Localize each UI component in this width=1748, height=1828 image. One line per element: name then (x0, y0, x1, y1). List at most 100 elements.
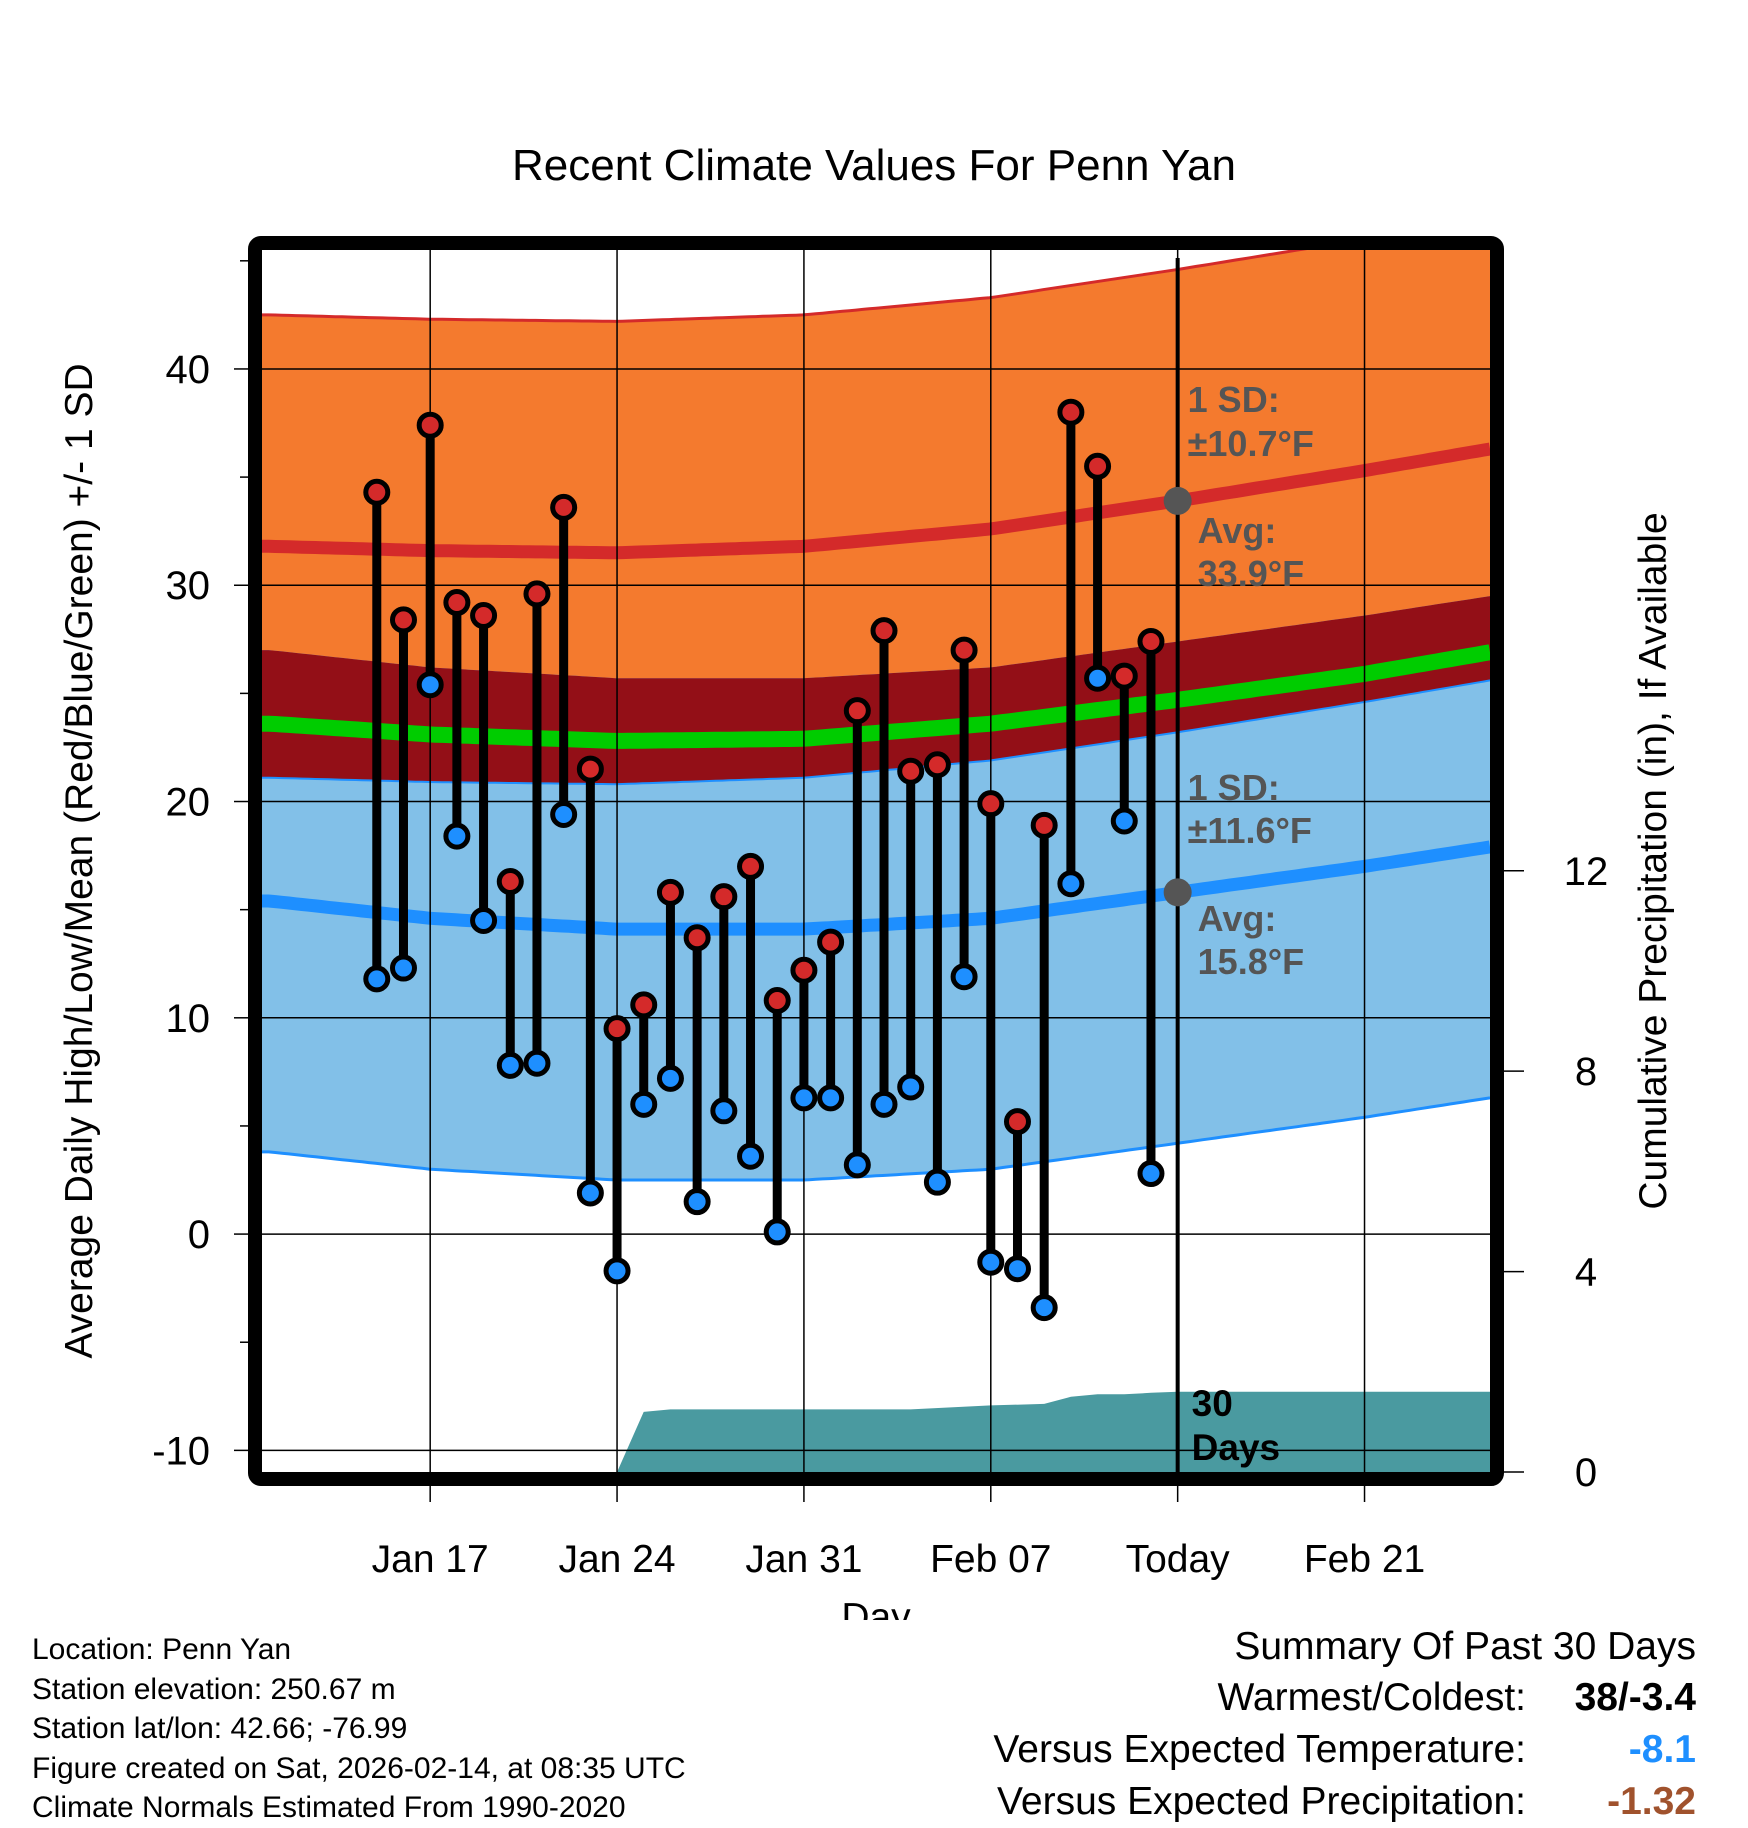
daily-low-point (1003, 1255, 1031, 1283)
daily-high-point (416, 411, 444, 439)
today-days-label-line2: Days (1192, 1427, 1280, 1468)
x-tick-label: Jan 24 (558, 1538, 675, 1581)
x-tick-label: Jan 17 (372, 1538, 489, 1581)
x-axis-label: Day (841, 1596, 911, 1620)
daily-high-point (389, 606, 417, 634)
low-avg-value: 15.8°F (1198, 941, 1304, 982)
summary-panel: Summary Of Past 30 Days Warmest/Coldest:… (796, 1622, 1696, 1828)
daily-low-point (870, 1090, 898, 1118)
daily-high-point (363, 478, 391, 506)
daily-low-point (790, 1084, 818, 1112)
today-low-avg-marker (1163, 878, 1192, 907)
daily-low-point (977, 1248, 1005, 1276)
daily-high-point (523, 580, 551, 608)
y-tick-label: 30 (166, 564, 211, 608)
daily-low-point (603, 1257, 631, 1285)
daily-low-point (1030, 1294, 1058, 1322)
high-sd-label: 1 SD: (1188, 379, 1280, 420)
location-text: Location: Penn Yan (32, 1633, 292, 1666)
y-tick-label: 0 (188, 1213, 210, 1257)
daily-high-point (630, 991, 658, 1019)
warmest-coldest-label: Warmest/Coldest: (1217, 1676, 1526, 1719)
precip-anomaly-label: Versus Expected Precipitation: (997, 1780, 1526, 1823)
daily-low-point (897, 1073, 925, 1101)
daily-low-point (1110, 807, 1138, 835)
y2-tick-label: 12 (1564, 850, 1609, 894)
daily-high-point (790, 956, 818, 984)
y2-tick-label: 4 (1575, 1251, 1597, 1295)
daily-low-point (389, 954, 417, 982)
x-tick-label: Today (1126, 1538, 1231, 1581)
y-axis-label: Average Daily High/Low/Mean (Red/Blue/Gr… (58, 363, 101, 1358)
daily-low-point (950, 963, 978, 991)
daily-high-point (496, 868, 524, 896)
precip-area (617, 1391, 1490, 1472)
daily-low-point (416, 671, 444, 699)
high-avg-value: 33.9°F (1198, 553, 1304, 594)
low-avg-label: Avg: (1198, 898, 1277, 939)
y2-tick-label: 8 (1575, 1050, 1597, 1094)
low-sd-value: ±11.6°F (1188, 810, 1312, 851)
daily-low-point (683, 1188, 711, 1216)
today-high-avg-marker (1163, 486, 1192, 515)
warmest-coldest-value: 38/-3.4 (1574, 1676, 1696, 1719)
temp-anomaly-value: -8.1 (1628, 1728, 1696, 1771)
daily-high-point (870, 617, 898, 645)
high-lower-sd-line (262, 679, 1490, 786)
plot-frame (248, 236, 1504, 1486)
daily-high-point (1057, 398, 1085, 426)
daily-high-point (656, 878, 684, 906)
daily-low-point (496, 1051, 524, 1079)
daily-high-point (1137, 627, 1165, 655)
daily-high-point (1110, 662, 1138, 690)
created-text: Figure created on Sat, 2026-02-14, at 08… (32, 1751, 686, 1785)
daily-low-point (923, 1168, 951, 1196)
daily-low-point (576, 1179, 604, 1207)
daily-low-point (470, 906, 498, 934)
chart-title: Recent Climate Values For Penn Yan (512, 141, 1236, 190)
daily-low-point (363, 965, 391, 993)
daily-high-point (897, 757, 925, 785)
y-tick-label: -10 (152, 1429, 210, 1473)
normals-text: Climate Normals Estimated From 1990-2020 (32, 1791, 626, 1824)
daily-high-point (470, 602, 498, 630)
low-lower-sd-line (262, 1096, 1490, 1182)
daily-low-point (1137, 1160, 1165, 1188)
high-avg-line (262, 442, 1490, 560)
station-info: Location: Penn Yan Station elevation: 25… (32, 1630, 686, 1828)
daily-low-point (710, 1097, 738, 1125)
climate-chart: Recent Climate Values For Penn Yan -10 0 1… (58, 141, 1675, 1620)
x-tick-label: Feb 07 (930, 1538, 1051, 1581)
daily-high-point (576, 755, 604, 783)
low-avg-line (262, 840, 1490, 936)
daily-high-point (1003, 1108, 1031, 1136)
daily-high-point (923, 751, 951, 779)
daily-low-point (656, 1064, 684, 1092)
daily-high-point (950, 636, 978, 664)
daily-high-point (603, 1015, 631, 1043)
precip-anomaly-value: -1.32 (1607, 1780, 1696, 1823)
daily-low-point (443, 822, 471, 850)
high-upper-sd-line (262, 250, 1308, 323)
y-tick-label: 10 (166, 997, 211, 1041)
daily-high-point (763, 987, 791, 1015)
y-tick-label: 20 (166, 781, 211, 825)
daily-low-point (1084, 664, 1112, 692)
daily-low-point (763, 1218, 791, 1246)
latlon-text: Station lat/lon: 42.66; -76.99 (32, 1712, 408, 1745)
high-sd-value: ±10.7°F (1188, 423, 1314, 464)
summary-row-warmest: Warmest/Coldest: 38/-3.4 (796, 1672, 1696, 1724)
x-tick-label: Feb 21 (1304, 1538, 1425, 1581)
daily-low-point (843, 1151, 871, 1179)
elevation-text: Station elevation: 250.67 m (32, 1672, 396, 1706)
mean-line (262, 644, 1490, 749)
daily-high-point (817, 928, 845, 956)
daily-high-point (1030, 811, 1058, 839)
daily-high-point (737, 852, 765, 880)
daily-low-point (737, 1142, 765, 1170)
y2-tick-label: 0 (1575, 1451, 1597, 1495)
daily-high-point (443, 589, 471, 617)
daily-low-point (817, 1084, 845, 1112)
today-days-label-line1: 30 (1192, 1383, 1233, 1424)
y2-axis-label: Cumulative Precipitation (in), If Availa… (1632, 512, 1675, 1209)
